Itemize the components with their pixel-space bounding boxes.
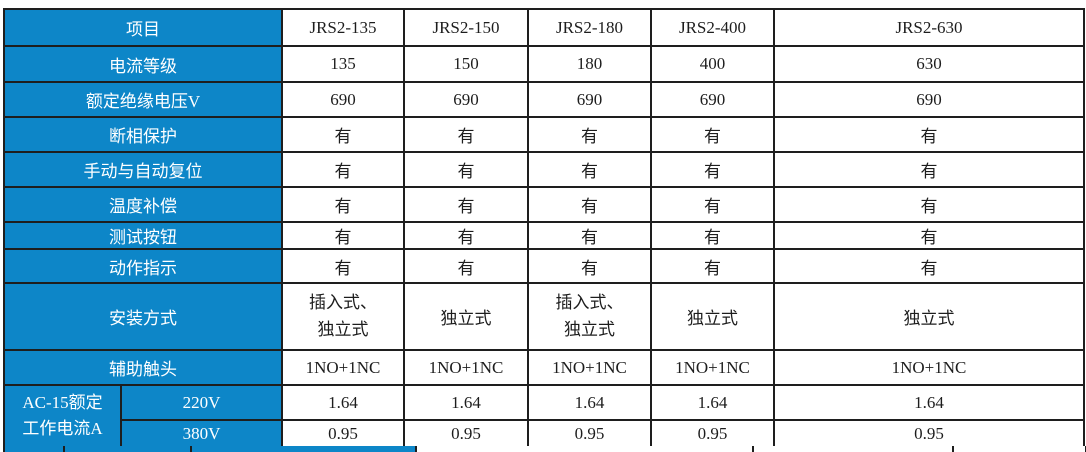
value-cell: 有	[527, 221, 652, 250]
value-cell: 1.64	[403, 384, 529, 421]
table-row-insulation-voltage: 额定绝缘电压V 690 690 690 690 690	[3, 81, 1085, 118]
value-cell: 1NO+1NC	[773, 349, 1085, 386]
table-row-ac15-220v: AC-15额定 工作电流A 220V 1.64 1.64 1.64 1.64 1…	[3, 384, 1085, 448]
value-cell: 690	[527, 81, 652, 118]
header-model-cell: JRS2-180	[527, 8, 652, 47]
value-cell: 690	[773, 81, 1085, 118]
value-cell: 1NO+1NC	[650, 349, 775, 386]
row-label-cell: 测试按钮	[3, 221, 283, 250]
value-cell: 1NO+1NC	[527, 349, 652, 386]
value-cell: 有	[773, 151, 1085, 188]
value-cell: 150	[403, 45, 529, 83]
header-item-cell: 项目	[3, 8, 283, 47]
spec-table: 项目 JRS2-135 JRS2-150 JRS2-180 JRS2-400 J…	[3, 8, 1085, 448]
value-cell: 有	[650, 116, 775, 153]
row-label-cell: 辅助触头	[3, 349, 283, 386]
voltage-label-cell: 220V	[120, 384, 283, 421]
header-row: 项目 JRS2-135 JRS2-150 JRS2-180 JRS2-400 J…	[3, 8, 1085, 47]
value-cell: 135	[281, 45, 405, 83]
cell-divider	[190, 446, 192, 452]
value-cell: 1NO+1NC	[403, 349, 529, 386]
value-cell: 有	[527, 151, 652, 188]
table-row-phase-failure-protection: 断相保护 有 有 有 有 有	[3, 116, 1085, 153]
value-cell: 有	[650, 151, 775, 188]
value-cell: 独立式	[773, 282, 1085, 351]
value-cell: 有	[403, 151, 529, 188]
value-cell: 有	[403, 248, 529, 284]
row-label-cell: 额定绝缘电压V	[3, 81, 283, 118]
cell-divider	[752, 446, 754, 452]
table-row-action-indication: 动作指示 有 有 有 有 有	[3, 248, 1085, 284]
cell-divider	[952, 446, 954, 452]
value-cell: 有	[650, 186, 775, 223]
value-cell: 有	[527, 248, 652, 284]
cropped-next-row	[3, 446, 1086, 452]
value-cell: 1NO+1NC	[281, 349, 405, 386]
value-cell: 有	[650, 221, 775, 250]
value-cell: 1.64	[650, 384, 775, 421]
value-cell: 690	[281, 81, 405, 118]
value-cell: 独立式	[403, 282, 529, 351]
value-cell: 400	[650, 45, 775, 83]
value-cell: 有	[281, 248, 405, 284]
value-cell: 690	[403, 81, 529, 118]
value-cell: 0.95	[773, 419, 1085, 448]
table-row-temperature-compensation: 温度补偿 有 有 有 有 有	[3, 186, 1085, 223]
value-cell: 180	[527, 45, 652, 83]
row-label-cell: 电流等级	[3, 45, 283, 83]
cell-divider	[415, 446, 417, 452]
table-row-manual-auto-reset: 手动与自动复位 有 有 有 有 有	[3, 151, 1085, 188]
cell-divider	[63, 446, 65, 452]
cropped-next-row-label-area	[5, 446, 415, 452]
value-cell: 有	[281, 151, 405, 188]
header-model-cell: JRS2-150	[403, 8, 529, 47]
value-cell: 有	[281, 186, 405, 223]
value-cell: 有	[403, 116, 529, 153]
value-cell: 0.95	[650, 419, 775, 448]
row-label-cell: 断相保护	[3, 116, 283, 153]
value-cell: 1.64	[281, 384, 405, 421]
table-row-ac15-380v: 380V 0.95 0.95 0.95 0.95 0.95	[4, 419, 1085, 448]
value-cell: 有	[773, 248, 1085, 284]
voltage-label-cell: 380V	[120, 419, 283, 448]
table-row-test-button: 测试按钮 有 有 有 有 有	[3, 221, 1085, 250]
value-cell: 690	[650, 81, 775, 118]
value-cell: 1.64	[527, 384, 652, 421]
row-label-cell: 温度补偿	[3, 186, 283, 223]
value-cell: 有	[773, 221, 1085, 250]
value-cell: 有	[403, 221, 529, 250]
value-cell: 630	[773, 45, 1085, 83]
table-row-mounting-type: 安装方式 插入式、 独立式 独立式 插入式、 独立式 独立式 独立式	[3, 282, 1085, 351]
value-cell: 有	[773, 116, 1085, 153]
value-cell: 插入式、 独立式	[527, 282, 652, 351]
table-row-current-class: 电流等级 135 150 180 400 630	[3, 45, 1085, 83]
value-cell: 独立式	[650, 282, 775, 351]
value-cell: 有	[281, 221, 405, 250]
header-model-cell: JRS2-135	[281, 8, 405, 47]
header-model-cell: JRS2-630	[773, 8, 1085, 47]
value-cell: 1.64	[773, 384, 1085, 421]
value-cell: 插入式、 独立式	[281, 282, 405, 351]
ac15-section-label-cell: AC-15额定 工作电流A	[3, 384, 122, 448]
value-cell: 有	[527, 116, 652, 153]
value-cell: 0.95	[281, 419, 405, 448]
value-cell: 有	[281, 116, 405, 153]
value-cell: 有	[527, 186, 652, 223]
header-model-cell: JRS2-400	[650, 8, 775, 47]
value-cell: 有	[650, 248, 775, 284]
value-cell: 0.95	[403, 419, 529, 448]
table-row-auxiliary-contacts: 辅助触头 1NO+1NC 1NO+1NC 1NO+1NC 1NO+1NC 1NO…	[3, 349, 1085, 386]
row-label-cell: 动作指示	[3, 248, 283, 284]
value-cell: 0.95	[527, 419, 652, 448]
value-cell: 有	[773, 186, 1085, 223]
value-cell: 有	[403, 186, 529, 223]
row-label-cell: 手动与自动复位	[3, 151, 283, 188]
row-label-cell: 安装方式	[3, 282, 283, 351]
